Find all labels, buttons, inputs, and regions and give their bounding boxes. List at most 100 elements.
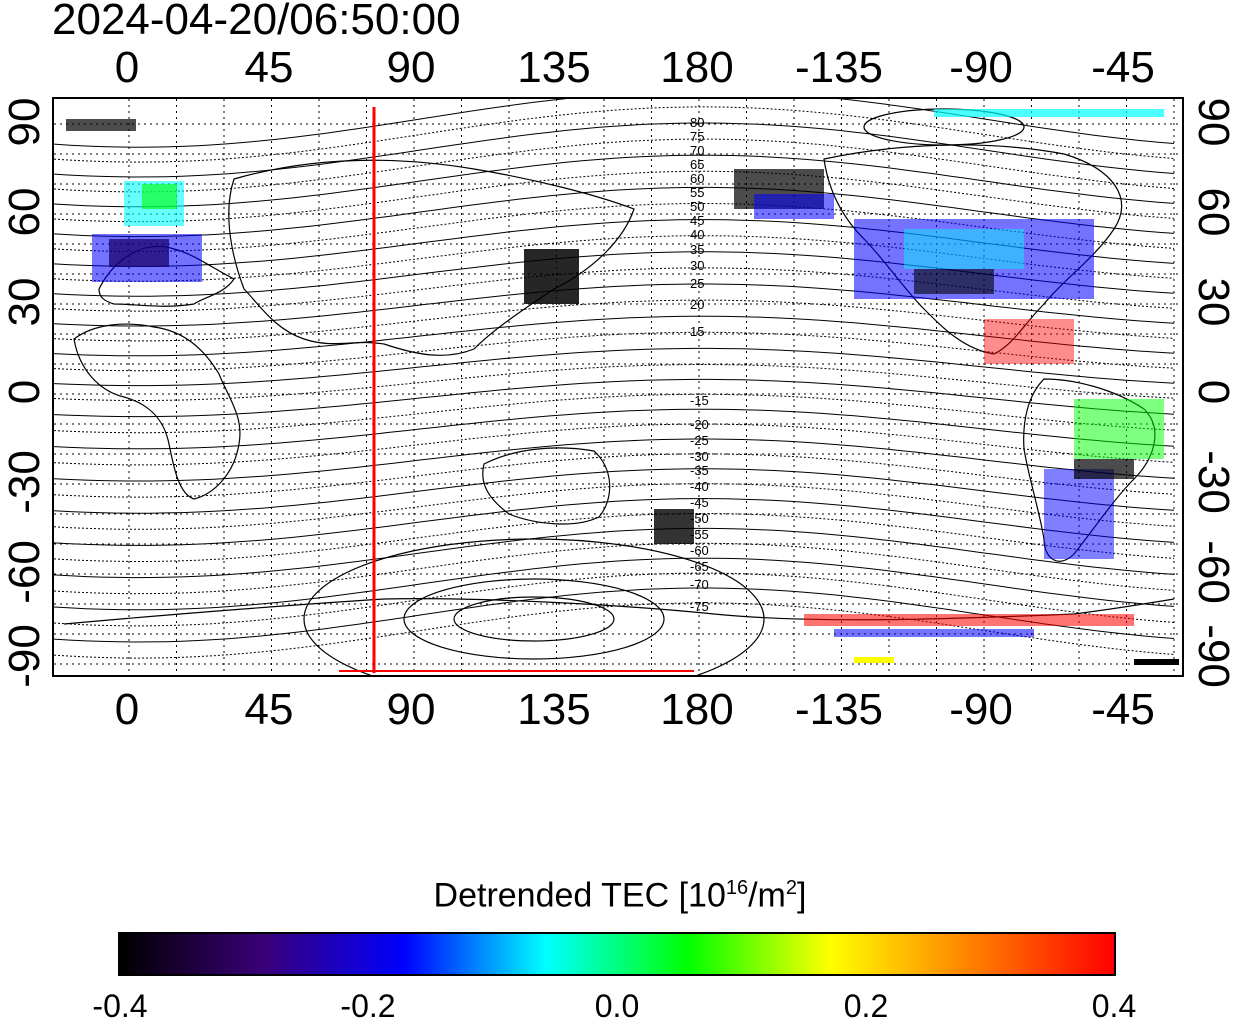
tec-us-dark: [914, 269, 994, 294]
clabel-n75: 75: [690, 129, 704, 144]
mag-contour-line: [54, 557, 1175, 611]
clabel-n25: 25: [690, 276, 704, 291]
mag-contour-line: [54, 154, 1175, 208]
colorbar-title-mid: /m: [748, 876, 786, 915]
mag-contour-line: [54, 347, 1175, 387]
bottom-xtick-90: 90: [386, 685, 436, 734]
bottom-xtick-135: 135: [517, 685, 591, 734]
clabel-n35: 35: [690, 242, 704, 257]
right-ytick-m60: -60: [1189, 540, 1238, 604]
clabel-s75: -75: [690, 599, 709, 614]
coast-antarctica: [63, 598, 1175, 625]
clabel-n60: 60: [690, 171, 704, 186]
mag-contour-line: [54, 299, 1175, 342]
bottom-xtick-m45: -45: [1091, 685, 1155, 734]
mag-contour-line: [54, 283, 1175, 327]
tec-data-points: [66, 109, 1179, 665]
left-ytick-m90: -90: [0, 624, 49, 688]
magnetic-latitude-contours: [54, 99, 1175, 675]
mag-contour-line: [54, 364, 1175, 401]
mag-contour-line: [54, 315, 1175, 357]
clabel-n20: 20: [690, 297, 704, 312]
coast-australia: [482, 447, 611, 525]
mag-contour-line: [54, 186, 1175, 238]
bottom-xtick-180: 180: [660, 685, 734, 734]
mag-contour-line: [54, 331, 1175, 372]
clabel-n70: 70: [690, 143, 704, 158]
clabel-s25: -25: [690, 433, 709, 448]
tec-bottom-dark: [1134, 659, 1179, 665]
clabel-n50: 50: [690, 199, 704, 214]
tec-scandinavia-core: [142, 184, 177, 209]
top-xtick-90: 90: [386, 43, 436, 92]
mag-contour-line: [54, 170, 1175, 223]
mag-contour-line: [54, 453, 1175, 498]
mag-contour-line: [54, 99, 1175, 148]
tec-canada: [754, 194, 834, 219]
tec-us-core: [904, 229, 1024, 269]
mag-contour-line: [54, 527, 1175, 579]
left-ytick-60: 60: [0, 187, 49, 237]
bottom-xtick-m90: -90: [949, 685, 1013, 734]
coast-africa: [73, 323, 241, 500]
clabel-n55: 55: [690, 185, 704, 200]
clabel-s55: -55: [690, 527, 709, 542]
tec-antarctic-strip-2: [834, 629, 1034, 637]
top-xtick-135: 135: [517, 43, 591, 92]
bottom-xtick-m135: -135: [794, 685, 884, 734]
map-panel: 80 75 70 65 60 55 50 45 40 35 30 25 20 1…: [52, 97, 1184, 677]
tec-top-left: [66, 119, 136, 131]
left-ytick-0: 0: [0, 379, 49, 405]
colorbar-title-prefix: Detrended TEC [10: [433, 876, 726, 915]
mag-contour-line: [54, 408, 1175, 450]
tec-europe-core: [109, 239, 169, 267]
clabel-s65: -65: [690, 559, 709, 574]
mag-contour-line: [54, 513, 1175, 562]
mag-contour-line: [54, 468, 1175, 514]
colorbar-title: Detrended TEC [1016/m2]: [0, 868, 1240, 915]
bottom-xtick-45: 45: [244, 685, 294, 734]
right-ytick-0: 0: [1189, 379, 1238, 405]
colorbar-tick-m04: -0.4: [92, 988, 148, 1024]
clabel-n30: 30: [690, 258, 704, 273]
contour-labels-south: -15 -20 -25 -30 -35 -40 -45 -50 -55 -60 …: [690, 393, 709, 614]
right-ytick-60: 60: [1189, 187, 1238, 237]
mag-contour-line: [54, 483, 1175, 530]
colorbar-tick-00: 0.0: [594, 988, 640, 1024]
south-pole-contour: [403, 578, 665, 660]
tec-japan: [524, 249, 579, 304]
colorbar-title-exp2: 2: [785, 877, 798, 899]
left-ytick-90: 90: [0, 97, 49, 147]
bottom-xtick-0: 0: [114, 685, 140, 734]
mag-contour-line: [54, 378, 1175, 418]
mag-contour-line: [54, 122, 1175, 178]
clabel-s30: -30: [690, 449, 709, 464]
tec-newzealand: [654, 509, 694, 544]
clabel-s20: -20: [690, 417, 709, 432]
tec-central-america: [984, 319, 1074, 364]
clabel-s60: -60: [690, 543, 709, 558]
left-ytick-m30: -30: [0, 450, 49, 514]
clabel-n80: 80: [690, 115, 704, 130]
mag-contour-line: [54, 138, 1175, 193]
tec-antarctic-strip: [804, 614, 1134, 626]
graticule-grid: [54, 99, 1182, 675]
clabel-s70: -70: [690, 577, 709, 592]
right-ytick-30: 30: [1189, 277, 1238, 327]
mag-contour-line: [54, 423, 1175, 466]
clabel-n65: 65: [690, 157, 704, 172]
mag-contour-line: [54, 572, 1175, 627]
tec-argentina-dark: [1074, 459, 1134, 479]
mag-contour-line: [54, 393, 1175, 434]
clabel-s15: -15: [690, 393, 709, 408]
clabel-s40: -40: [690, 479, 709, 494]
colorbar-title-exp: 16: [725, 877, 749, 899]
colorbar-tick-04: 0.4: [1091, 988, 1137, 1024]
south-pole-contour: [453, 596, 615, 642]
top-xtick-m90: -90: [949, 43, 1013, 92]
top-xtick-m135: -135: [794, 43, 884, 92]
coast-asia: [228, 159, 635, 356]
tec-bottom-yellow: [854, 657, 894, 663]
clabel-s35: -35: [690, 463, 709, 478]
clabel-n40: 40: [690, 227, 704, 242]
